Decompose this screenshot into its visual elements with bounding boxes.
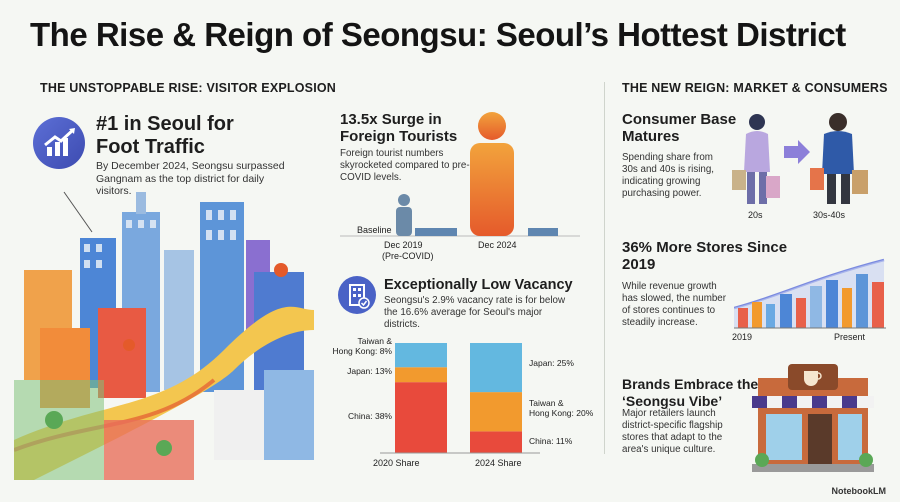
pre-covid-label: (Pre-COVID) [382,251,434,261]
tourist-surge-title: 13.5x Surge in Foreign Tourists [340,111,458,145]
stores-axis-start: 2019 [732,332,753,342]
vacancy-title: Exceptionally Low Vacancy [384,277,573,293]
label-2020-twhk-line1: Taiwan & [357,336,393,346]
bar-segment-taiwan-hong-kong-0 [395,367,447,383]
label-2024-twhk-line1: Taiwan & [529,398,564,408]
label-2020-japan: Japan: 13% [347,366,392,376]
bar-segment-china-1 [470,431,522,453]
label-2024-japan: Japan: 25% [529,358,574,368]
bar-segment-japan-0 [395,343,447,368]
flagship-store-illustration [752,364,874,472]
notebooklm-brand: NotebookLM [831,486,887,496]
label-2024-china: China: 11% [529,436,573,446]
age-20s-label: 20s [748,210,763,220]
tourist-share-chart [380,343,540,454]
dec-2019-label: Dec 2019 [384,240,423,250]
vacancy-text: Seongsu's 2.9% vacancy rate is for below… [384,295,566,330]
section-heading-rise: The Unstoppable Rise: Visitor Explosion [40,81,337,95]
tourist-surge-text: Foreign tourist numbers skyrocketed comp… [340,148,470,183]
foot-traffic-text: By December 2024, Seongsu surpassed Gang… [96,160,285,197]
stores-growth-illustration [734,258,886,329]
consumer-title: Consumer Base Matures [622,111,737,145]
label-2020-twhk-line2: Hong Kong: 8% [332,346,392,356]
category-2024: 2024 Share [475,458,522,468]
baseline-label: Baseline [357,225,392,235]
page-title: The Rise & Reign of Seongsu: Seoul’s Hot… [30,16,846,53]
consumer-people-illustration [732,113,868,204]
tourist-surge-graphic [340,112,580,237]
bar-segment-china-0 [395,382,447,453]
consumer-text: Spending share from 30s and 40s is risin… [622,152,715,199]
label-2024-twhk-line2: Hong Kong: 20% [529,408,594,418]
bar-segment-taiwan-hong-kong-1 [470,392,522,432]
stores-title: 36% More Stores Since 2019 [622,239,788,273]
city-illustration [14,191,314,480]
brands-title: Brands Embrace the ‘Seongsu Vibe’ [622,376,759,409]
brands-text: Major retailers launch district-specific… [622,408,723,455]
foot-traffic-title: #1 in Seoul for Foot Traffic [96,113,234,158]
bar-segment-japan-1 [470,343,522,393]
stores-axis-end: Present [834,332,866,342]
column-divider [604,82,605,454]
age-30s-40s-label: 30s-40s [813,210,846,220]
dec-2024-label: Dec 2024 [478,240,517,250]
section-heading-reign: The New Reign: Market & Consumers [622,81,888,95]
vacancy-icon [338,276,376,314]
stores-text: While revenue growth has slowed, the num… [622,281,727,328]
trend-up-icon [33,117,85,169]
label-2020-china: China: 38% [348,411,392,421]
category-2020: 2020 Share [373,458,420,468]
